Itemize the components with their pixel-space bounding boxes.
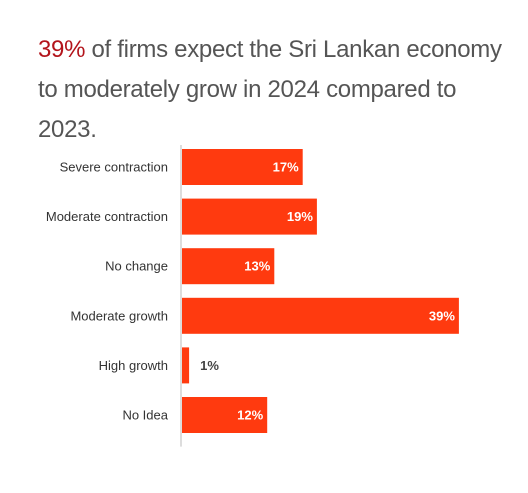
category-label: No Idea	[122, 408, 168, 423]
data-label: 17%	[273, 160, 299, 175]
bar	[182, 297, 459, 334]
title-text: of firms expect the Sri Lankan economy t…	[38, 36, 502, 143]
bar	[182, 397, 268, 433]
data-label: 1%	[200, 358, 219, 373]
category-label: Moderate contraction	[46, 209, 168, 224]
category-label: Moderate growth	[70, 308, 168, 323]
data-label: 39%	[429, 308, 455, 323]
data-label: 19%	[287, 209, 313, 224]
category-label: No change	[105, 259, 168, 274]
data-label: 12%	[237, 408, 263, 423]
bar	[182, 198, 317, 235]
category-label: Severe contraction	[60, 160, 168, 175]
chart-title: 39% of firms expect the Sri Lankan econo…	[38, 30, 508, 150]
bar	[182, 248, 275, 285]
title-highlight: 39%	[38, 36, 86, 63]
bar	[182, 347, 190, 384]
data-label: 13%	[244, 259, 270, 274]
category-label: High growth	[99, 358, 168, 373]
bar	[182, 149, 303, 185]
